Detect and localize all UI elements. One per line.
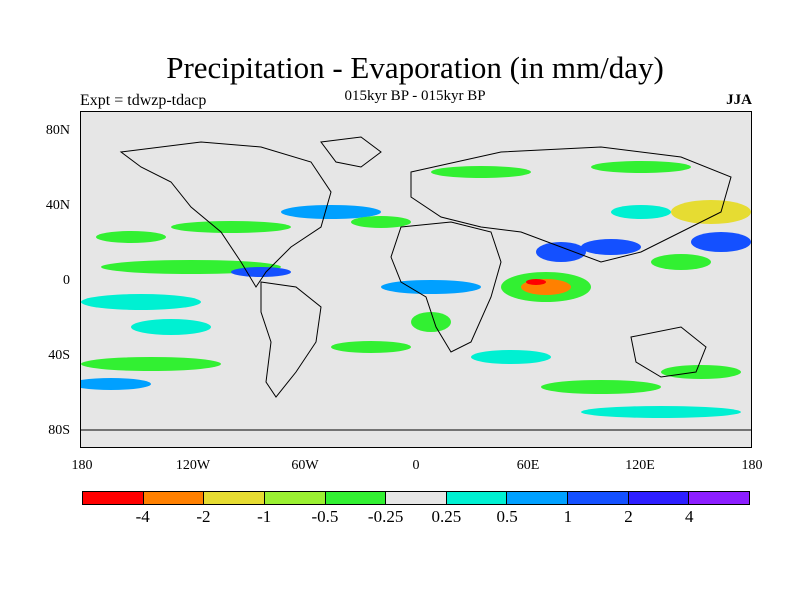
- colorbar-swatch: [446, 492, 508, 504]
- lon-label: 120W: [175, 458, 211, 473]
- colorbar-swatch: [386, 492, 447, 504]
- colorbar-swatch: [204, 492, 265, 504]
- colorbar-swatch: [628, 492, 690, 504]
- lat-label: 0: [63, 273, 70, 288]
- lon-label: 120E: [625, 458, 655, 473]
- chart-subtitle: 015kyr BP - 015kyr BP: [344, 88, 486, 104]
- colorbar-label: 0.25: [431, 507, 462, 526]
- lat-label: 80S: [48, 423, 70, 438]
- colorbar-swatch: [507, 492, 569, 504]
- lon-label: 60W: [291, 458, 319, 473]
- colorbar-label: 2: [624, 507, 633, 526]
- lon-label: 180: [71, 458, 93, 473]
- colorbar-label: -0.25: [367, 507, 404, 526]
- colorbar-label: 4: [685, 507, 694, 526]
- world-map: [80, 111, 752, 448]
- colorbar-swatch: [264, 492, 326, 504]
- colorbar-label: 1: [563, 507, 573, 526]
- colorbar-label: -2: [196, 507, 211, 526]
- continent-outlines: [81, 136, 751, 431]
- lat-label: 80N: [45, 123, 70, 138]
- colorbar-label: -0.5: [311, 507, 339, 526]
- colorbar-swatch: [568, 492, 629, 504]
- colorbar-label: -1: [257, 507, 272, 526]
- anomaly-blobs: [81, 161, 751, 418]
- lat-label: 40S: [48, 348, 70, 363]
- lon-label: 60E: [516, 458, 540, 473]
- colorbar-label: 0.5: [496, 507, 518, 526]
- colorbar-swatch: [83, 492, 144, 504]
- colorbar-swatch: [143, 492, 205, 504]
- experiment-label: Expt = tdwzp-tdacp: [80, 92, 207, 109]
- colorbar-swatch: [689, 492, 750, 504]
- lon-label: 180: [741, 458, 763, 473]
- lat-label: 40N: [45, 198, 70, 213]
- colorbar-swatch: [325, 492, 387, 504]
- map-field: [81, 136, 751, 431]
- colorbar: [82, 491, 750, 505]
- season-label: JJA: [726, 92, 752, 108]
- chart-title: Precipitation - Evaporation (in mm/day): [166, 50, 664, 85]
- lon-label: 0: [412, 458, 420, 473]
- colorbar-label: -4: [135, 507, 150, 526]
